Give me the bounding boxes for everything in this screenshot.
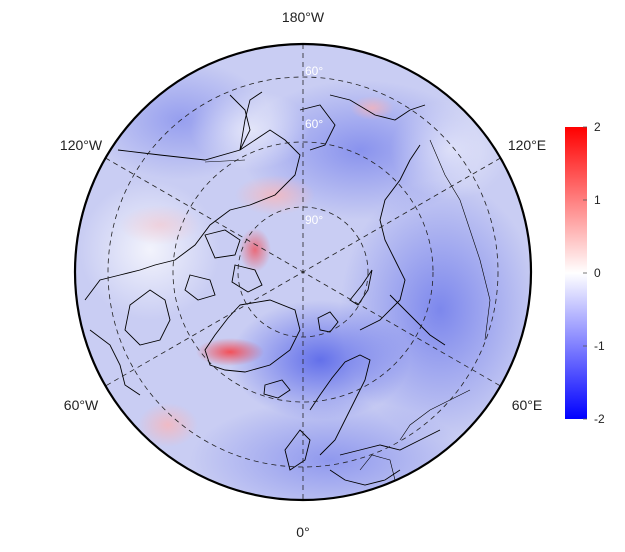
colorbar-gradient <box>565 127 587 419</box>
parallel-label-inner: 90° <box>305 213 323 227</box>
meridian-label-top: 180°W <box>282 9 325 25</box>
colorbar-ticks: 2 1 0 -1 -2 <box>583 120 605 426</box>
anomaly-field <box>75 44 531 500</box>
colorbar-tick-label: 0 <box>594 266 601 280</box>
meridian-label-bottom: 0° <box>296 524 309 540</box>
graticule <box>105 44 501 500</box>
parallel-label-middle: 60° <box>305 117 323 131</box>
map-boundary <box>73 42 533 502</box>
country-borders <box>204 139 491 481</box>
parallel-label-outer: 60° <box>305 64 323 78</box>
meridian-label-upper-right: 120°E <box>508 137 546 153</box>
colorbar-tick-label: 2 <box>594 120 601 134</box>
meridian-label-upper-left: 120°W <box>60 137 103 153</box>
colorbar-tick-label: -1 <box>594 339 605 353</box>
colorbar-tick-label: -2 <box>594 412 605 426</box>
coastlines <box>84 91 446 486</box>
colorbar-tick-label: 1 <box>594 193 601 207</box>
colorbar: 2 1 0 -1 -2 <box>565 120 605 426</box>
meridian-label-lower-left: 60°W <box>64 397 99 413</box>
meridian-label-lower-right: 60°E <box>512 397 543 413</box>
